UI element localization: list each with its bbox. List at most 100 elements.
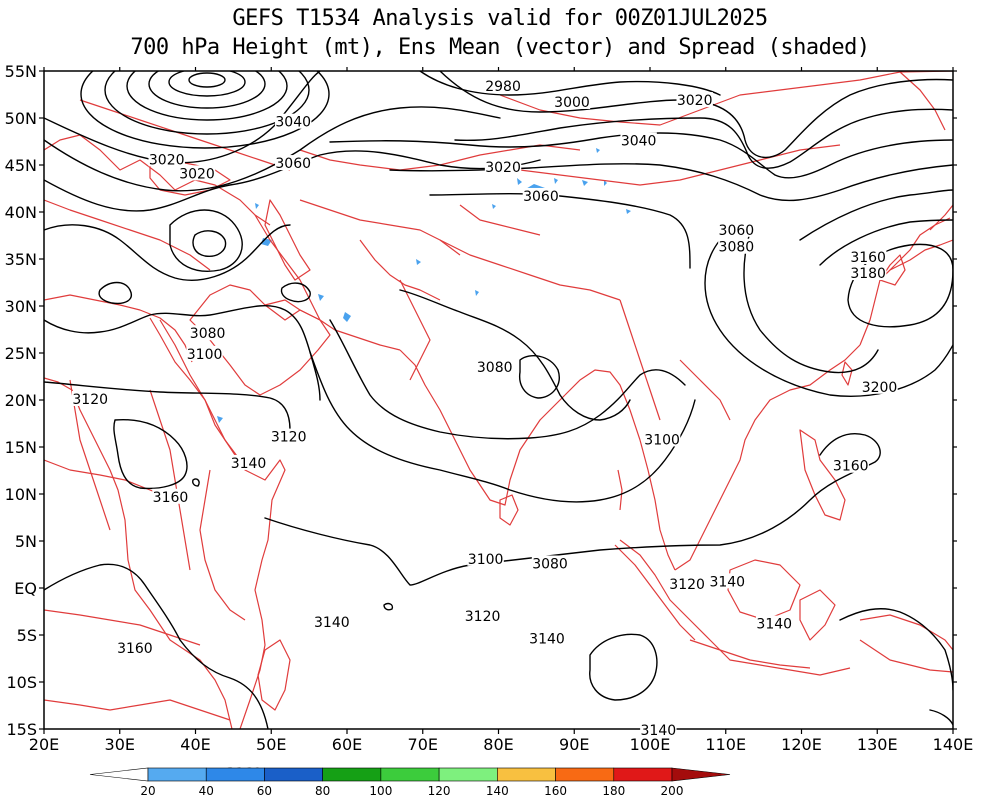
contour-label: 3100 <box>468 552 504 568</box>
contour-label-bg <box>230 454 267 470</box>
lon-tick-label: 50E <box>256 735 286 754</box>
contour-3180-east <box>819 219 953 266</box>
lat-tick-label: 40N <box>5 203 37 222</box>
spread-patch <box>492 204 496 209</box>
lat-tick-label: 10N <box>5 485 37 504</box>
colorbar-swatch <box>438 767 498 782</box>
contour-label: 3100 <box>644 432 680 448</box>
contour-3080-small <box>192 230 227 257</box>
contour-label-bg <box>522 187 560 203</box>
contour-label: 3180 <box>850 266 886 282</box>
title-line-1: GEFS T1534 Analysis valid for 00Z01JUL20… <box>232 6 768 31</box>
contour-label-bg <box>148 151 185 167</box>
contour-3160-bottom <box>929 709 953 726</box>
lat-tick-label: EQ <box>14 579 37 598</box>
contour-label: 3060 <box>523 189 559 205</box>
contour-label-bg <box>275 113 312 129</box>
contour-label-bg <box>849 249 887 265</box>
contour-label-bg <box>528 630 566 646</box>
spread-patch <box>604 180 607 186</box>
contour-label-bg <box>756 615 793 631</box>
contour-3080-ring <box>518 354 560 399</box>
border-russia-north <box>499 71 953 126</box>
spread-patch <box>217 416 223 423</box>
contour-label: 3160 <box>833 459 869 475</box>
colorbar-label: 120 <box>428 784 451 798</box>
contour-3080-east <box>429 192 691 269</box>
contour-low-ring <box>126 71 288 121</box>
spread-patch <box>626 209 631 214</box>
coastline-bay-of-bengal <box>564 369 676 571</box>
contour-3020-north <box>44 71 321 164</box>
contour-label: 3080 <box>477 360 513 376</box>
contour-3040-east <box>329 132 953 179</box>
colorbar-label: 100 <box>369 784 392 798</box>
contour-label-bg <box>718 238 755 254</box>
contour-label: 3140 <box>756 617 792 633</box>
colorbar-swatch <box>147 767 207 782</box>
contour-label-bg <box>186 345 223 361</box>
lat-tick-label: 45N <box>5 156 37 175</box>
spread-patch <box>318 294 324 301</box>
border-africa-north <box>44 199 211 271</box>
coastline-africa-east <box>149 317 286 729</box>
border-iran <box>254 214 321 321</box>
lon-tick-label: 120E <box>781 735 822 754</box>
coastline-sumatra <box>614 544 696 641</box>
coastline-india <box>399 349 566 506</box>
contour-label: 3040 <box>275 115 311 131</box>
contour-label: 3080 <box>190 326 226 342</box>
contour-3100-mid <box>329 319 686 440</box>
colorbar-swatch <box>264 767 323 782</box>
border-africa-south-1 <box>44 609 201 646</box>
contour-3140-south <box>589 633 658 701</box>
contour-3140-indonesia <box>839 608 953 691</box>
coastline-med-south <box>44 294 193 363</box>
contour-3140-mid <box>264 433 881 586</box>
border-himalaya <box>439 239 621 301</box>
border-kazakhstan <box>299 144 581 171</box>
coastline-arabia <box>189 284 331 396</box>
contour-label: 3160 <box>153 490 189 506</box>
contour-label: 3100 <box>187 347 223 363</box>
spread-patch <box>343 312 351 322</box>
contour-3160-west <box>113 418 188 490</box>
spread-patch <box>582 180 588 186</box>
contour-small-2 <box>192 478 200 487</box>
contour-3140-east <box>743 222 879 374</box>
contour-label-bg <box>620 132 657 148</box>
contour-label: 3140 <box>231 456 267 472</box>
border-afghanistan <box>359 239 441 301</box>
contour-3120-mid <box>309 351 696 503</box>
contour-label-bg <box>484 158 522 174</box>
lon-tick-label: 60E <box>332 735 362 754</box>
lat-tick-label: 5S <box>17 626 37 645</box>
contour-label: 3120 <box>271 430 307 446</box>
colorbar-label: 160 <box>544 784 567 798</box>
lon-tick-label: 80E <box>483 735 513 754</box>
contour-label-bg <box>270 428 307 444</box>
contour-label-bg <box>467 550 504 566</box>
coastline-new-guinea <box>859 614 953 651</box>
contour-label-bg <box>275 155 312 171</box>
border-africa-south-2 <box>44 699 231 721</box>
lon-tick-label: 130E <box>857 735 898 754</box>
contour-3100-west <box>44 224 291 281</box>
coastline-red-sea <box>159 319 241 461</box>
contour-label-bg <box>531 555 569 571</box>
colorbar-label: 200 <box>661 784 684 798</box>
contour-low-center <box>188 72 226 88</box>
contour-low-ring <box>104 71 310 135</box>
coastline-philippines <box>799 429 846 521</box>
contour-label: 3020 <box>485 160 521 176</box>
coastline-sri-lanka <box>499 494 519 526</box>
contour-label-bg <box>849 265 887 281</box>
border-europe-east <box>79 99 291 171</box>
border-andaman <box>617 469 623 511</box>
coastline-mediterranean <box>44 134 271 226</box>
contour-3080-caspian <box>169 209 243 272</box>
contour-label: 3140 <box>709 574 745 590</box>
colorbar-lower-triangle <box>89 767 149 782</box>
contour-3160-east <box>799 189 953 241</box>
contour-label-bg <box>643 431 681 447</box>
